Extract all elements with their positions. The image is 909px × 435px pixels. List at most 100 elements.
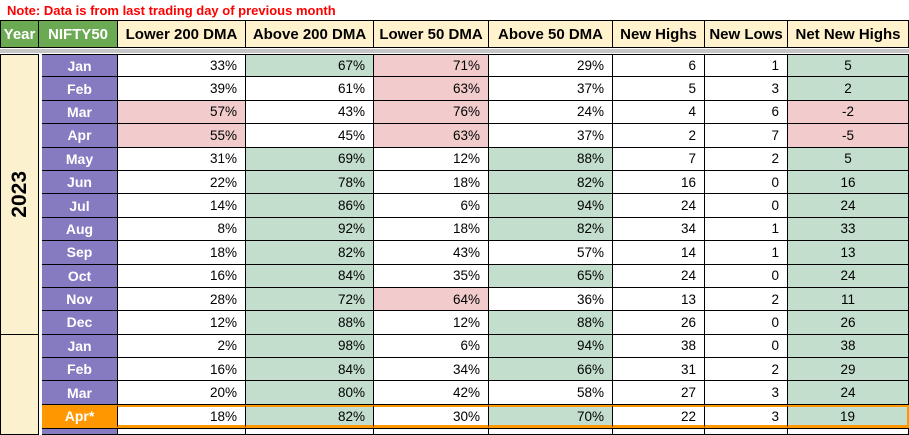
table-cell[interactable] <box>489 428 613 435</box>
table-cell[interactable]: 33% <box>118 54 246 78</box>
table-cell[interactable]: 12% <box>374 311 489 335</box>
table-cell[interactable]: 0 <box>705 194 788 218</box>
table-cell[interactable]: 69% <box>246 147 374 171</box>
month-cell-apr[interactable]: Apr <box>42 124 118 148</box>
table-cell[interactable]: 26 <box>788 311 909 335</box>
table-cell[interactable]: 84% <box>246 358 374 382</box>
table-cell[interactable] <box>246 428 374 435</box>
table-cell[interactable]: 94% <box>489 334 613 359</box>
table-cell[interactable]: 82% <box>246 241 374 265</box>
table-cell[interactable]: 3 <box>705 77 788 101</box>
table-cell[interactable]: 98% <box>246 334 374 359</box>
column-header-lower-50-dma[interactable]: Lower 50 DMA <box>374 20 489 48</box>
month-cell-oct[interactable]: Oct <box>42 264 118 288</box>
table-cell[interactable]: 36% <box>489 287 613 312</box>
table-cell[interactable]: 39% <box>118 77 246 101</box>
year-cell[interactable] <box>0 334 39 435</box>
table-cell[interactable]: 45% <box>246 124 374 148</box>
table-cell[interactable]: 18% <box>118 241 246 265</box>
table-cell[interactable]: 67% <box>246 54 374 78</box>
table-cell[interactable]: 30% <box>374 404 489 429</box>
table-cell[interactable]: 2 <box>788 77 909 101</box>
table-cell[interactable]: 82% <box>489 170 613 195</box>
table-cell[interactable]: 16 <box>788 170 909 195</box>
column-header-new-lows[interactable]: New Lows <box>705 20 788 48</box>
month-cell-jun[interactable]: Jun <box>42 170 118 195</box>
month-cell-partial[interactable] <box>42 428 118 435</box>
table-cell[interactable]: 55% <box>118 124 246 148</box>
table-cell[interactable]: 16% <box>118 264 246 288</box>
table-cell[interactable]: 14 <box>613 241 705 265</box>
table-cell[interactable]: 0 <box>705 311 788 335</box>
table-cell[interactable]: 31 <box>613 358 705 382</box>
month-cell-jan[interactable]: Jan <box>42 334 118 359</box>
table-cell[interactable]: -5 <box>788 124 909 148</box>
table-cell[interactable]: 82% <box>489 217 613 242</box>
table-cell[interactable]: 26 <box>613 311 705 335</box>
table-cell[interactable]: 18% <box>374 217 489 242</box>
table-cell[interactable] <box>118 428 246 435</box>
table-cell[interactable]: 1 <box>705 217 788 242</box>
table-cell[interactable]: 24 <box>613 264 705 288</box>
table-cell[interactable]: 29 <box>788 358 909 382</box>
table-cell[interactable]: 61% <box>246 77 374 101</box>
table-cell[interactable]: 29% <box>489 54 613 78</box>
table-cell[interactable]: 18% <box>374 170 489 195</box>
table-cell[interactable]: 1 <box>705 54 788 78</box>
table-cell[interactable]: 88% <box>246 311 374 335</box>
table-cell[interactable]: 3 <box>705 404 788 429</box>
table-cell[interactable]: 24% <box>489 100 613 125</box>
table-cell[interactable]: 88% <box>489 311 613 335</box>
table-cell[interactable]: 57% <box>489 241 613 265</box>
table-cell[interactable]: 12% <box>118 311 246 335</box>
table-cell[interactable]: 2% <box>118 334 246 359</box>
table-cell[interactable]: 43% <box>246 100 374 125</box>
table-cell[interactable]: 5 <box>788 147 909 171</box>
table-cell[interactable] <box>613 428 705 435</box>
month-cell-mar[interactable]: Mar <box>42 381 118 405</box>
table-cell[interactable]: 5 <box>788 54 909 78</box>
table-cell[interactable]: -2 <box>788 100 909 125</box>
column-header-above-50-dma[interactable]: Above 50 DMA <box>489 20 613 48</box>
table-cell[interactable]: 65% <box>489 264 613 288</box>
table-cell[interactable]: 72% <box>246 287 374 312</box>
table-cell[interactable]: 7 <box>613 147 705 171</box>
table-cell[interactable]: 84% <box>246 264 374 288</box>
month-cell-jan[interactable]: Jan <box>42 54 118 78</box>
column-header-above-200-dma[interactable]: Above 200 DMA <box>246 20 374 48</box>
table-cell[interactable]: 37% <box>489 77 613 101</box>
month-cell-dec[interactable]: Dec <box>42 311 118 335</box>
table-cell[interactable]: 76% <box>374 100 489 125</box>
table-cell[interactable]: 20% <box>118 381 246 405</box>
month-cell-feb[interactable]: Feb <box>42 77 118 101</box>
table-cell[interactable]: 6 <box>705 100 788 125</box>
table-cell[interactable]: 34 <box>613 217 705 242</box>
table-cell[interactable]: 14% <box>118 194 246 218</box>
table-cell[interactable]: 11 <box>788 287 909 312</box>
month-cell-may[interactable]: May <box>42 147 118 171</box>
table-cell[interactable]: 64% <box>374 287 489 312</box>
month-cell-nov[interactable]: Nov <box>42 287 118 312</box>
table-cell[interactable]: 35% <box>374 264 489 288</box>
table-cell[interactable]: 66% <box>489 358 613 382</box>
column-header-year[interactable]: Year <box>0 20 39 48</box>
table-cell[interactable]: 16 <box>613 170 705 195</box>
table-cell[interactable]: 37% <box>489 124 613 148</box>
table-cell[interactable]: 22 <box>613 404 705 429</box>
table-cell[interactable]: 78% <box>246 170 374 195</box>
table-cell[interactable]: 2 <box>613 124 705 148</box>
table-cell[interactable]: 5 <box>613 77 705 101</box>
table-cell[interactable]: 2 <box>705 287 788 312</box>
table-cell[interactable]: 13 <box>788 241 909 265</box>
table-cell[interactable]: 12% <box>374 147 489 171</box>
table-cell[interactable]: 38 <box>788 334 909 359</box>
table-cell[interactable]: 0 <box>705 264 788 288</box>
month-cell-aug[interactable]: Aug <box>42 217 118 242</box>
table-cell[interactable]: 13 <box>613 287 705 312</box>
table-cell[interactable] <box>705 428 788 435</box>
column-header-lower-200-dma[interactable]: Lower 200 DMA <box>118 20 246 48</box>
table-cell[interactable]: 8% <box>118 217 246 242</box>
table-cell[interactable]: 27 <box>613 381 705 405</box>
table-cell[interactable]: 71% <box>374 54 489 78</box>
month-cell-mar[interactable]: Mar <box>42 100 118 125</box>
